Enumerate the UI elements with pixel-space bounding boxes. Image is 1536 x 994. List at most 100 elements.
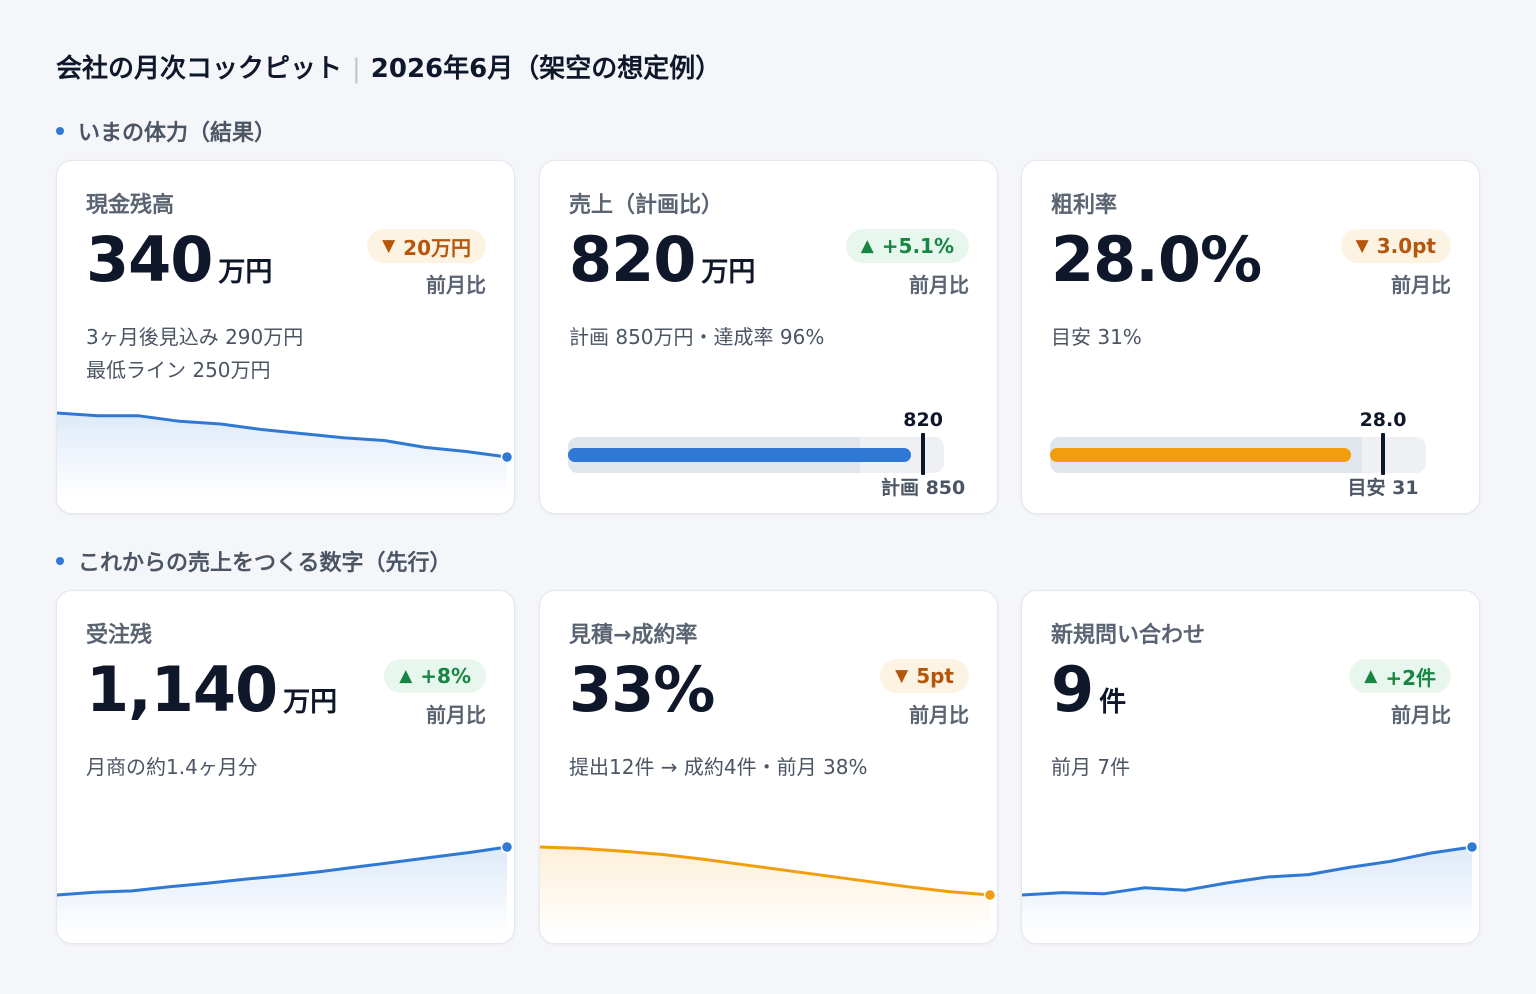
page-title-period: 2026年6月（架空の想定例） — [370, 54, 722, 84]
triangle-down-icon: ▼ — [382, 236, 396, 256]
kpi-note-line: 計画 850万円・達成率 96% — [569, 325, 825, 349]
bullet-target-marker — [921, 433, 926, 475]
triangle-up-icon: ▲ — [399, 666, 413, 686]
delta-caption: 前月比 — [1391, 273, 1451, 297]
card-cash[interactable]: 現金残高 340 万円 ▼ 20万円 前月比 3ヶ月後見込み 290万円 最低ラ… — [56, 160, 515, 514]
delta-badge: ▲ +8% — [384, 659, 486, 693]
sparkline-area — [540, 847, 990, 935]
kpi-note: 3ヶ月後見込み 290万円 最低ライン 250万円 — [86, 321, 303, 387]
bullet-target-label: 目安 31 — [1347, 477, 1419, 499]
sparkline-last-point — [500, 840, 514, 854]
delta-caption: 前月比 — [426, 703, 486, 727]
card-label: 現金残高 — [86, 193, 175, 218]
delta-caption: 前月比 — [909, 703, 969, 727]
kpi-value: 33% — [569, 653, 715, 727]
sparkline-chart — [57, 840, 514, 935]
kpi-note-line: 前月 7件 — [1051, 755, 1131, 779]
delta-badge: ▼ 5pt — [880, 659, 969, 693]
sparkline-line — [540, 845, 991, 897]
kpi-unit: 万円 — [701, 257, 756, 288]
kpi-unit: 件 — [1099, 687, 1127, 718]
card-new-inquiries[interactable]: 新規問い合わせ 9 件 ▲ +2件 前月比 前月 7件 — [1021, 590, 1480, 944]
delta-value: +2件 — [1385, 665, 1436, 690]
delta-badge: ▼ 3.0pt — [1340, 229, 1451, 263]
kpi-value: 820 万円 — [569, 223, 755, 297]
title-separator: | — [352, 54, 361, 84]
kpi-number: 1,140 — [86, 653, 278, 726]
sparkline-last-point — [1465, 840, 1479, 854]
kpi-number: 340 — [86, 223, 213, 296]
kpi-value: 340 万円 — [86, 223, 272, 297]
section-title-leading: これからの売上をつくる数字（先行） — [56, 545, 452, 577]
kpi-note: 計画 850万円・達成率 96% — [569, 321, 824, 354]
delta-badge: ▼ 20万円 — [367, 229, 486, 263]
card-conversion-rate[interactable]: 見積→成約率 33% ▼ 5pt 前月比 提出12件 → 成約4件・前月 38% — [539, 590, 998, 944]
kpi-note: 提出12件 → 成約4件・前月 38% — [569, 751, 867, 784]
kpi-value: 1,140 万円 — [86, 653, 337, 727]
page-title-main: 会社の月次コックピット — [56, 54, 343, 84]
delta-caption: 前月比 — [1391, 703, 1451, 727]
bullet-actual-bar — [568, 448, 911, 462]
triangle-up-icon: ▲ — [1364, 666, 1378, 686]
sparkline-chart — [540, 845, 997, 935]
card-label: 見積→成約率 — [569, 623, 698, 648]
kpi-note-line: 目安 31% — [1051, 325, 1142, 349]
section-title-results-label: いまの体力（結果） — [78, 121, 277, 146]
delta-value: +8% — [420, 664, 471, 688]
sparkline-chart — [1022, 840, 1479, 935]
card-gross-margin[interactable]: 粗利率 28.0% ▼ 3.0pt 前月比 目安 31% 28.0 目安 31 — [1021, 160, 1480, 514]
delta-caption: 前月比 — [426, 273, 486, 297]
kpi-number: 33% — [569, 653, 715, 726]
card-label: 新規問い合わせ — [1051, 623, 1206, 648]
kpi-number: 820 — [569, 223, 696, 296]
section-title-results: いまの体力（結果） — [56, 115, 276, 147]
kpi-value: 28.0% — [1051, 223, 1262, 297]
delta-value: +5.1% — [881, 234, 954, 258]
bullet-chart: 820 計画 850 — [568, 397, 970, 499]
triangle-up-icon: ▲ — [860, 236, 874, 256]
delta-value: 20万円 — [403, 235, 471, 260]
sparkline-last-point — [983, 888, 997, 902]
delta-badge: ▲ +2件 — [1349, 659, 1451, 693]
section-bullet-dot — [56, 127, 64, 135]
delta-badge: ▲ +5.1% — [845, 229, 969, 263]
bullet-target-label: 計画 850 — [880, 477, 966, 499]
section-bullet-dot — [56, 557, 64, 565]
triangle-down-icon: ▼ — [895, 666, 909, 686]
card-sales[interactable]: 売上（計画比） 820 万円 ▲ +5.1% 前月比 計画 850万円・達成率 … — [539, 160, 998, 514]
kpi-number: 9 — [1051, 653, 1094, 726]
kpi-number: 28.0% — [1051, 223, 1262, 296]
delta-caption: 前月比 — [909, 273, 969, 297]
kpi-note-line: 最低ライン 250万円 — [86, 358, 271, 382]
bullet-actual-label: 820 — [903, 409, 943, 431]
sparkline-chart — [57, 411, 514, 497]
sparkline-last-point — [500, 450, 514, 464]
kpi-note-line: 提出12件 → 成約4件・前月 38% — [569, 755, 868, 779]
delta-value: 5pt — [916, 664, 954, 688]
card-label: 売上（計画比） — [569, 193, 724, 218]
kpi-note: 前月 7件 — [1051, 751, 1130, 784]
bullet-actual-label: 28.0 — [1359, 409, 1407, 431]
sparkline-area — [57, 413, 507, 497]
kpi-note-line: 3ヶ月後見込み 290万円 — [86, 325, 304, 349]
kpi-unit: 万円 — [218, 257, 273, 288]
delta-value: 3.0pt — [1376, 234, 1436, 258]
card-label: 受注残 — [86, 623, 153, 648]
bullet-actual-bar — [1050, 448, 1351, 462]
kpi-value: 9 件 — [1051, 653, 1126, 727]
sparkline-area — [57, 847, 507, 935]
sparkline-area — [1022, 847, 1472, 935]
bullet-chart: 28.0 目安 31 — [1050, 397, 1452, 499]
card-label: 粗利率 — [1051, 193, 1118, 218]
kpi-unit: 万円 — [283, 687, 338, 718]
card-backlog[interactable]: 受注残 1,140 万円 ▲ +8% 前月比 月商の約1.4ヶ月分 — [56, 590, 515, 944]
section-title-leading-label: これからの売上をつくる数字（先行） — [78, 551, 452, 576]
kpi-note-line: 月商の約1.4ヶ月分 — [86, 755, 258, 779]
sparkline-line — [1022, 845, 1473, 897]
sparkline-line — [57, 411, 508, 459]
sparkline-line — [57, 845, 508, 897]
kpi-note: 目安 31% — [1051, 321, 1142, 354]
triangle-down-icon: ▼ — [1355, 236, 1369, 256]
kpi-note: 月商の約1.4ヶ月分 — [86, 751, 258, 784]
page-title: 会社の月次コックピット | 2026年6月（架空の想定例） — [56, 48, 721, 85]
